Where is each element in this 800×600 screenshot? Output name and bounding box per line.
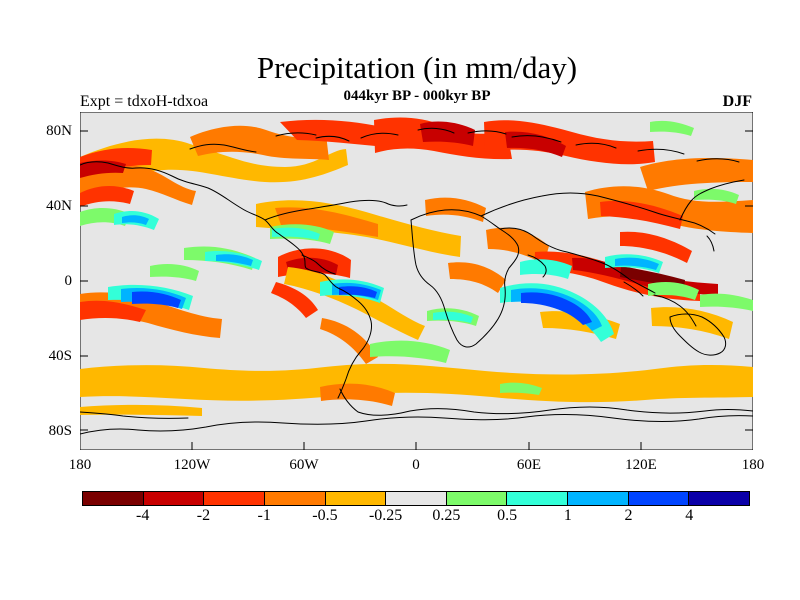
colorbar-label-8: 1 [563,507,572,524]
colorbar-label-4: -0.5 [312,507,338,524]
coastlines [80,127,753,435]
colorbar-label-7: 0.5 [497,507,518,524]
positive-anomaly-patches [80,120,753,395]
lon-label-0: 0 [412,457,420,473]
colorbar-label-3: -1 [257,507,271,524]
precipitation-anomaly-fields [80,117,753,416]
lat-label-40n: 40N [46,198,72,214]
lon-label-120e: 120E [625,457,657,473]
colorbar-box-10 [628,492,690,505]
lat-label-40s: 40S [48,348,72,364]
colorbar-box-2 [143,492,205,505]
colorbar-box-6 [386,492,447,505]
lon-label-60w: 60W [289,457,319,473]
colorbar-label-10: 4 [685,507,694,524]
map-svg [80,112,753,450]
colorbar-label-1: -4 [136,507,150,524]
lon-label-180-left: 180 [68,457,92,473]
colorbar-label-2: -2 [196,507,211,524]
colorbar-box-3 [204,492,265,505]
map-frame-ticks [80,130,753,450]
colorbar-box-9 [568,492,629,505]
lon-label-120w: 120W [173,457,211,473]
precipitation-colorbar [82,491,750,506]
lat-label-80s: 80S [48,423,72,439]
time-range-label: 044kyr BP - 000kyr BP [343,88,491,104]
lat-label-0: 0 [64,273,73,289]
lon-label-60e: 60E [516,457,542,473]
colorbar-box-4 [264,492,326,505]
colorbar-box-8 [507,492,569,505]
season-label: DJF [722,93,752,110]
colorbar-box-1 [83,492,144,505]
colorbar-box-11 [689,492,750,505]
lat-label-80n: 80N [46,123,72,139]
lon-label-180-right: 180 [741,457,765,473]
experiment-label: Expt = tdxoH-tdxoa [80,93,209,110]
colorbar-box-5 [325,492,387,505]
precipitation-map [80,112,753,450]
colorbar-label-5: -0.25 [368,507,403,524]
colorbar-box-7 [446,492,508,505]
chart-title: Precipitation (in mm/day) [256,50,578,85]
colorbar-label-6: 0.25 [432,507,461,524]
colorbar-label-9: 2 [624,507,633,524]
